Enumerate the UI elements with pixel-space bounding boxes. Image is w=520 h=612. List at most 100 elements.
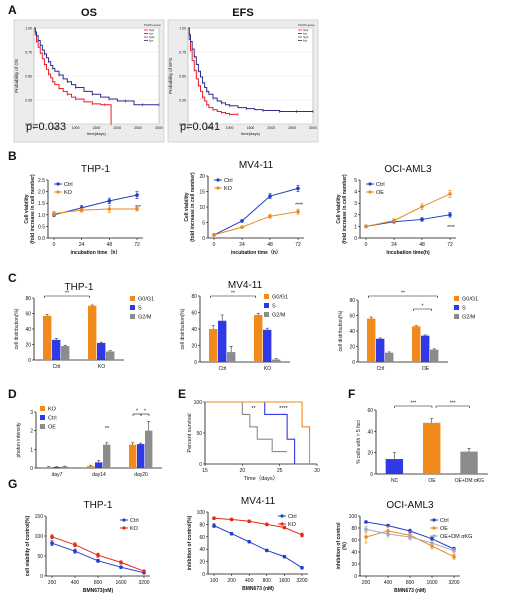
panel-C3: 0 20 40 60 80 cell distribution(%) Ctrl OE G0/G1… bbox=[338, 291, 478, 373]
series-line-Ctrl bbox=[213, 525, 303, 569]
legend-marker bbox=[216, 186, 220, 190]
x-tick-label: 0 bbox=[187, 126, 189, 130]
data-point-Ctrl bbox=[240, 219, 244, 223]
legend-marker bbox=[432, 534, 436, 538]
y-axis-label: Cell viability bbox=[336, 194, 342, 223]
data-point-Ctrl bbox=[420, 217, 424, 222]
legend-swatch bbox=[454, 305, 459, 310]
panel-letter-A: A bbox=[8, 3, 17, 17]
data-point-Ctrl bbox=[229, 531, 234, 536]
legend-entry: Ctrl bbox=[288, 514, 297, 520]
y-tick-label: 100 bbox=[35, 534, 44, 540]
legend-entry: high bbox=[149, 35, 155, 39]
legend-marker bbox=[432, 526, 436, 530]
significance-mark: **** bbox=[447, 225, 455, 231]
y-tick-label: 5 bbox=[202, 221, 205, 227]
y-tick-label: 80 bbox=[25, 296, 31, 302]
data-point-OE bbox=[392, 218, 396, 223]
legend-swatch bbox=[40, 415, 45, 420]
x-tick-label: 2000 bbox=[267, 126, 275, 130]
bar-G0/G1 bbox=[209, 329, 218, 362]
series-line-KO bbox=[213, 517, 303, 536]
y-axis-label: % cells with > 5 foci bbox=[356, 420, 362, 464]
legend-marker bbox=[368, 182, 372, 186]
bar-S bbox=[52, 339, 61, 360]
bar-G0/G1 bbox=[88, 305, 97, 360]
significance-mark: ** bbox=[251, 406, 256, 412]
y-tick-label: 0.0 bbox=[38, 236, 45, 242]
y-tick-label: 60 bbox=[351, 538, 357, 544]
x-tick-label: day14 bbox=[92, 472, 106, 478]
data-point-KO bbox=[296, 209, 300, 214]
y-axis-label: (fold increase in cell number) bbox=[30, 174, 36, 244]
panel-G3: OCI-AML3 0 20 40 60 80 100 200 400 800 1600 3200 BMN… bbox=[336, 500, 472, 594]
legend-entry: G0/G1 bbox=[462, 297, 478, 303]
data-point-KO bbox=[265, 522, 269, 527]
chart-title: EFS bbox=[232, 7, 253, 19]
y-tick-label: 20 bbox=[199, 560, 205, 566]
y-tick-label: 20 bbox=[191, 344, 197, 350]
bar-OE bbox=[423, 422, 441, 474]
legend-marker bbox=[432, 518, 436, 522]
x-tick-label: 24 bbox=[391, 242, 397, 248]
panel-letter-F: F bbox=[348, 387, 355, 401]
panel-letter-C: C bbox=[8, 271, 17, 285]
data-point-KO bbox=[107, 207, 112, 211]
bar-G0/G1 bbox=[412, 326, 421, 362]
y-tick-label: 3 bbox=[354, 201, 357, 207]
legend-entry: G0/G1 bbox=[272, 295, 288, 301]
x-tick-label: 15 bbox=[202, 468, 208, 474]
legend-marker bbox=[122, 526, 126, 530]
series-line-KO bbox=[53, 208, 137, 215]
x-tick-label: 2500 bbox=[134, 126, 142, 130]
km-curve-high bbox=[188, 27, 238, 115]
y-axis-label: inhibition of control(%) bbox=[187, 515, 193, 570]
y-axis-label: Cell viability bbox=[184, 192, 190, 221]
bar-KO bbox=[87, 466, 95, 468]
data-point-KO bbox=[73, 543, 77, 547]
data-point-Ctrl bbox=[430, 537, 434, 541]
x-tick-label: Ctrl bbox=[377, 366, 385, 372]
chart-title: MV4-11 bbox=[241, 496, 276, 507]
legend-entry: KO bbox=[224, 186, 233, 192]
y-tick-label: 60 bbox=[199, 535, 205, 541]
chart-title: MV4-11 bbox=[239, 160, 274, 171]
x-tick-label: 0 bbox=[53, 242, 56, 248]
panel-F: 0 20 40 60 % cells with > 5 foci NC OE OE+DM αK… bbox=[356, 401, 488, 484]
legend-entry: G0/G1 bbox=[138, 297, 154, 303]
km-curve-high bbox=[34, 27, 112, 124]
legend-marker bbox=[56, 190, 60, 194]
data-point-KO bbox=[247, 519, 251, 524]
legend-marker bbox=[280, 514, 284, 518]
significance-mark: * bbox=[144, 409, 146, 415]
y-tick-label: 0 bbox=[370, 472, 373, 478]
y-tick-label: 20 bbox=[351, 562, 357, 568]
legend-entry: G2/M bbox=[462, 315, 476, 321]
x-tick-label: OE bbox=[428, 478, 436, 484]
data-point-Ctrl bbox=[96, 559, 100, 563]
legend-entry: KO bbox=[288, 522, 297, 528]
data-point-Ctrl bbox=[265, 548, 269, 553]
panel-G: THP-1 0 50 100 150 200 400 800 1600 3200 BMN673(nM… bbox=[25, 500, 150, 594]
significance-mark: * bbox=[136, 409, 138, 415]
x-axis-label: time(days) bbox=[241, 131, 260, 136]
p-value: p=0.033 bbox=[26, 121, 66, 133]
y-tick-label: 60 bbox=[367, 408, 373, 414]
bar-G0/G1 bbox=[43, 315, 52, 360]
y-tick-label: 0.5 bbox=[38, 224, 45, 230]
legend-swatch bbox=[40, 406, 45, 411]
bar-G2/M bbox=[272, 359, 281, 362]
panel-C2: MV4-11 0 20 40 60 80 cell distribution(%) Ctrl K… bbox=[180, 280, 290, 372]
data-point-Ctrl bbox=[50, 541, 54, 545]
y-tick-label: 20 bbox=[349, 345, 355, 351]
y-tick-label: 0.25 bbox=[179, 99, 186, 103]
bar-OE bbox=[145, 430, 153, 468]
data-point-Ctrl bbox=[300, 566, 304, 570]
data-point-KO bbox=[282, 525, 287, 530]
data-point-Ctrl bbox=[247, 539, 251, 544]
significance-mark: ** bbox=[231, 291, 235, 297]
y-tick-label: 20 bbox=[367, 451, 373, 457]
legend-swatch bbox=[454, 314, 459, 319]
y-axis-label: cell distribution(%) bbox=[180, 308, 186, 349]
